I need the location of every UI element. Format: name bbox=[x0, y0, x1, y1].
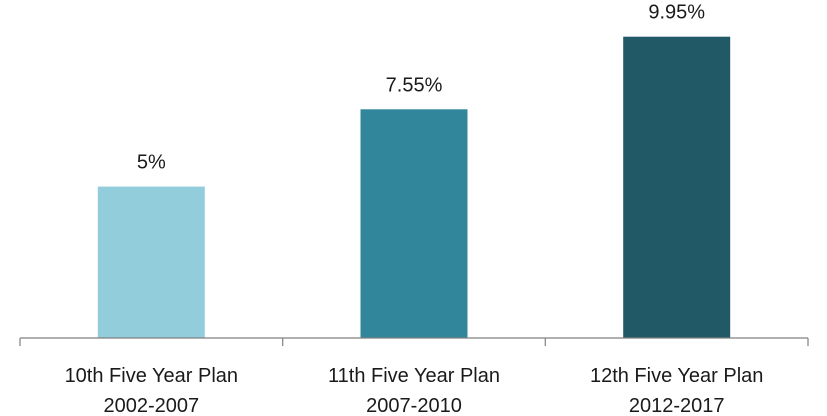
x-tick-label-line: 10th Five Year Plan bbox=[65, 365, 238, 387]
bar-1 bbox=[97, 186, 205, 338]
bar-3 bbox=[623, 36, 731, 338]
data-label-1: 5% bbox=[137, 152, 166, 174]
data-label-2: 7.55% bbox=[386, 74, 443, 96]
x-tick-label-line: 2007-2010 bbox=[366, 395, 462, 416]
x-axis bbox=[19, 337, 809, 346]
x-tick-label-1: 10th Five Year Plan 2002-2007 bbox=[65, 365, 238, 416]
x-tick-label-line: 2002-2007 bbox=[103, 395, 199, 416]
data-labels-layer: 5% 7.55% 9.95% bbox=[137, 2, 705, 174]
x-axis-tick-labels: 10th Five Year Plan 2002-2007 11th Five Ye… bbox=[65, 365, 764, 416]
x-tick-label-line: 2012-2017 bbox=[629, 395, 725, 416]
x-tick-label-line: 12th Five Year Plan bbox=[590, 365, 763, 387]
x-tick-label-2: 11th Five Year Plan 2007-2010 bbox=[328, 365, 500, 416]
data-label-3: 9.95% bbox=[648, 2, 705, 24]
bars-layer bbox=[97, 36, 731, 338]
x-tick-label-line: 11th Five Year Plan bbox=[328, 365, 500, 387]
x-tick-label-3: 12th Five Year Plan 2012-2017 bbox=[590, 365, 763, 416]
bar-2 bbox=[360, 109, 468, 338]
